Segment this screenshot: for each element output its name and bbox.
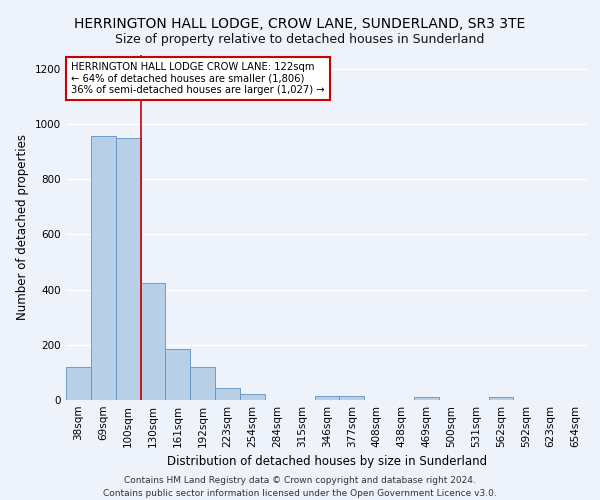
Bar [215, 388, 240, 400]
Bar [240, 394, 265, 400]
Text: HERRINGTON HALL LODGE CROW LANE: 122sqm
← 64% of detached houses are smaller (1,: HERRINGTON HALL LODGE CROW LANE: 122sqm … [71, 62, 325, 95]
Text: Size of property relative to detached houses in Sunderland: Size of property relative to detached ho… [115, 32, 485, 46]
X-axis label: Distribution of detached houses by size in Sunderland: Distribution of detached houses by size … [167, 456, 487, 468]
Bar [488, 397, 514, 400]
Bar [190, 367, 215, 400]
Bar [116, 138, 140, 400]
Text: Contains HM Land Registry data © Crown copyright and database right 2024.
Contai: Contains HM Land Registry data © Crown c… [103, 476, 497, 498]
Bar [314, 396, 340, 400]
Bar [414, 397, 439, 400]
Bar [166, 349, 190, 400]
Bar [91, 136, 116, 400]
Bar [340, 396, 364, 400]
Bar [66, 367, 91, 400]
Bar [140, 282, 166, 400]
Text: HERRINGTON HALL LODGE, CROW LANE, SUNDERLAND, SR3 3TE: HERRINGTON HALL LODGE, CROW LANE, SUNDER… [74, 18, 526, 32]
Y-axis label: Number of detached properties: Number of detached properties [16, 134, 29, 320]
